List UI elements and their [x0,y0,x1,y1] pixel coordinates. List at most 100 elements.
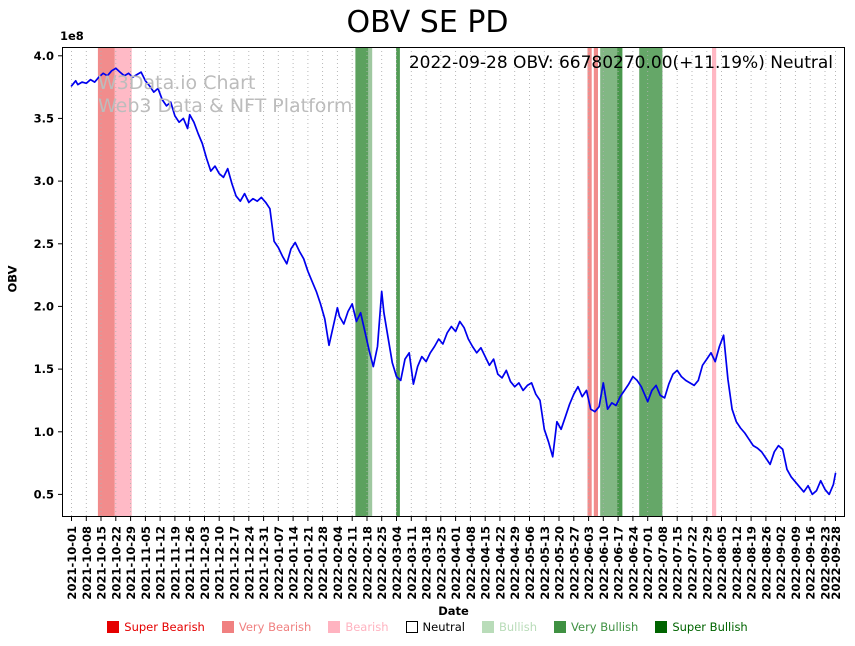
signal-band-very_bearish [593,47,598,517]
obv-line [70,67,837,496]
signal-band-very_bullish [368,47,373,517]
x-tick-label: 2021-12-24 [242,526,256,600]
x-tick-label: 2021-11-12 [154,526,168,600]
chart-annotation: 2022-09-28 OBV: 66780270.00(+11.19%) Neu… [408,53,833,73]
signal-band-very_bullish [617,47,623,517]
legend: Super Bearish Very Bearish Bearish Neutral B… [0,620,855,634]
x-tick-label: 2022-04-08 [464,526,478,600]
legend-swatch-neutral [405,621,418,633]
x-tick-label: 2022-01-21 [301,526,315,600]
x-tick-label: 2022-08-12 [730,526,744,600]
legend-label: Bullish [498,620,538,634]
y-tick-label: 0.5 [34,487,54,501]
x-tick-label: 2022-05-27 [567,526,581,600]
x-tick-label: 2022-02-04 [331,526,345,600]
x-tick-label: 2022-04-22 [493,526,507,600]
signal-band-very_bullish [639,47,663,517]
chart-title: OBV SE PD [346,5,509,40]
x-tick-label: 2022-05-20 [553,526,567,600]
legend-item-very-bullish: Very Bullish [554,620,638,634]
signal-band-very_bullish [355,47,369,517]
legend-swatch-very-bearish [221,621,234,633]
x-tick-label: 2022-06-17 [612,526,626,600]
legend-label: Very Bearish [238,620,312,634]
watermark-line2: Web3 Data & NFT Platform [98,95,353,117]
x-tick-label: 2022-08-26 [759,526,773,600]
x-tick-label: 2022-07-22 [686,526,700,600]
legend-item-very-bearish: Very Bearish [221,620,312,634]
legend-item-bearish: Bearish [328,620,389,634]
x-tick-label: 2022-07-01 [641,526,655,600]
x-tick-label: 2022-06-24 [626,526,640,600]
y-tick-label: 1.5 [34,362,54,376]
x-tick-label: 2022-04-01 [449,526,463,600]
x-tick-label: 2021-12-10 [213,526,227,600]
y-tick-label: 4.0 [34,49,54,63]
x-tick-label: 2022-08-05 [715,526,729,600]
x-tick-label: 2021-10-15 [95,526,109,600]
legend-item-super-bullish: Super Bullish [655,620,748,634]
x-tick-label: 2021-12-17 [228,526,242,600]
x-tick-label: 2022-04-29 [508,526,522,600]
x-tick-label: 2022-05-06 [523,526,537,600]
signal-band-very_bearish [97,47,115,517]
x-tick-label: 2021-11-26 [183,526,197,600]
x-tick-label: 2021-11-05 [139,526,153,600]
x-tick-label: 2022-01-28 [316,526,330,600]
x-tick-label: 2022-09-23 [819,526,833,600]
x-tick-label: 2022-08-19 [745,526,759,600]
x-tick-label: 2022-07-29 [700,526,714,600]
x-tick-label: 2021-10-29 [124,526,138,600]
legend-label: Very Bullish [571,620,639,634]
x-tick-label: 2022-07-15 [671,526,685,600]
legend-swatch-bullish [481,621,494,633]
y-tick-label: 3.5 [34,111,54,125]
legend-label: Super Bearish [124,620,205,634]
x-tick-label: 2021-11-19 [168,526,182,600]
x-tick-label: 2022-02-11 [346,526,360,600]
y-axis-offset-label: 1e8 [60,29,84,43]
x-tick-label: 2021-10-01 [65,526,79,600]
x-tick-label: 2022-01-07 [272,526,286,600]
legend-label: Super Bullish [672,620,748,634]
x-tick-label: 2022-09-09 [789,526,803,600]
x-tick-label: 2022-04-15 [479,526,493,600]
signal-band-very_bullish [396,47,400,517]
legend-label: Bearish [345,620,389,634]
x-tick-label: 2022-07-08 [656,526,670,600]
x-tick-label: 2022-09-16 [804,526,818,600]
x-tick-label: 2022-01-14 [287,526,301,600]
legend-label: Neutral [422,620,465,634]
signal-band-bearish [712,47,717,517]
signal-band-very_bearish [587,47,592,517]
legend-swatch-bearish [328,621,341,633]
x-tick-label: 2022-02-18 [361,526,375,600]
x-tick-label: 2022-09-28 [829,526,843,600]
x-tick-label: 2021-12-31 [257,526,271,600]
legend-item-super-bearish: Super Bearish [107,620,205,634]
x-tick-label: 2022-09-02 [774,526,788,600]
x-tick-label: 2022-03-18 [420,526,434,600]
x-tick-label: 2022-02-25 [375,526,389,600]
x-tick-label: 2021-12-03 [198,526,212,600]
plot-border [62,47,845,517]
legend-swatch-very-bullish [554,621,567,633]
signal-band-very_bullish [600,47,618,517]
x-tick-label: 2022-06-03 [582,526,596,600]
signal-band-bearish [114,47,132,517]
legend-item-bullish: Bullish [481,620,538,634]
watermark-line1: W3Data.io Chart [98,72,256,94]
y-axis-label: OBV [5,265,20,293]
legend-item-neutral: Neutral [405,620,465,634]
x-axis-label: Date [438,604,469,618]
x-tick-label: 2022-03-04 [390,526,404,600]
x-tick-label: 2022-05-13 [538,526,552,600]
y-tick-label: 2.5 [34,237,54,251]
x-tick-label: 2022-06-10 [597,526,611,600]
x-tick-label: 2021-10-22 [109,526,123,600]
y-tick-label: 1.0 [34,425,54,439]
y-tick-label: 3.0 [34,174,54,188]
x-tick-label: 2021-10-08 [80,526,94,600]
